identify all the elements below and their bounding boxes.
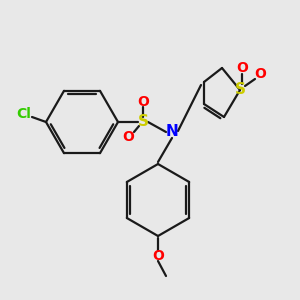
Text: S: S	[137, 115, 148, 130]
Text: N: N	[166, 124, 178, 140]
Text: O: O	[137, 95, 149, 109]
Text: Cl: Cl	[16, 107, 32, 121]
Text: O: O	[254, 67, 266, 81]
Text: S: S	[235, 82, 245, 98]
Text: O: O	[236, 61, 248, 75]
Text: O: O	[122, 130, 134, 144]
Text: O: O	[152, 249, 164, 263]
